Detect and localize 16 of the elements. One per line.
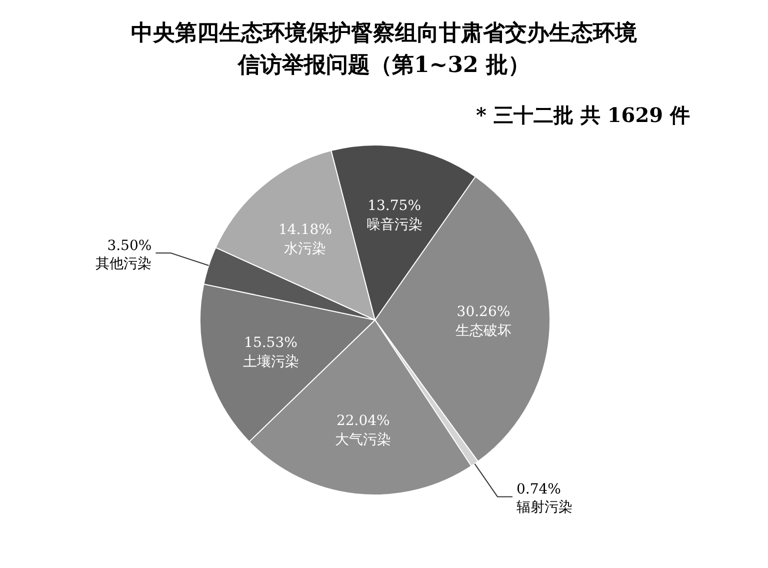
data-label: 0.74% [516,482,561,498]
data-label: 3.50% [107,238,152,254]
slice-label: 土壤污染 [242,354,299,370]
data-label: 22.04% [336,412,390,429]
slice-label: 噪音污染 [366,217,422,234]
data-label: 14.18% [278,222,332,238]
data-label: 15.53% [244,335,298,352]
chart-title: 中央第四生态环境保护督察组向甘肃省交办生态环境信访举报问题（第1~32 批） [131,20,637,78]
data-label: 30.26% [456,304,510,320]
slice-label: 辐射污染 [516,500,572,516]
slice-label: 其他污染 [96,256,152,272]
text: * 三十二批 共 1629 件 [476,103,690,127]
slice-label: 大气污染 [335,432,392,448]
data-label: 13.75% [368,198,421,214]
slice-label: 水污染 [284,240,326,257]
slice-label: 生态破坏 [455,322,512,339]
